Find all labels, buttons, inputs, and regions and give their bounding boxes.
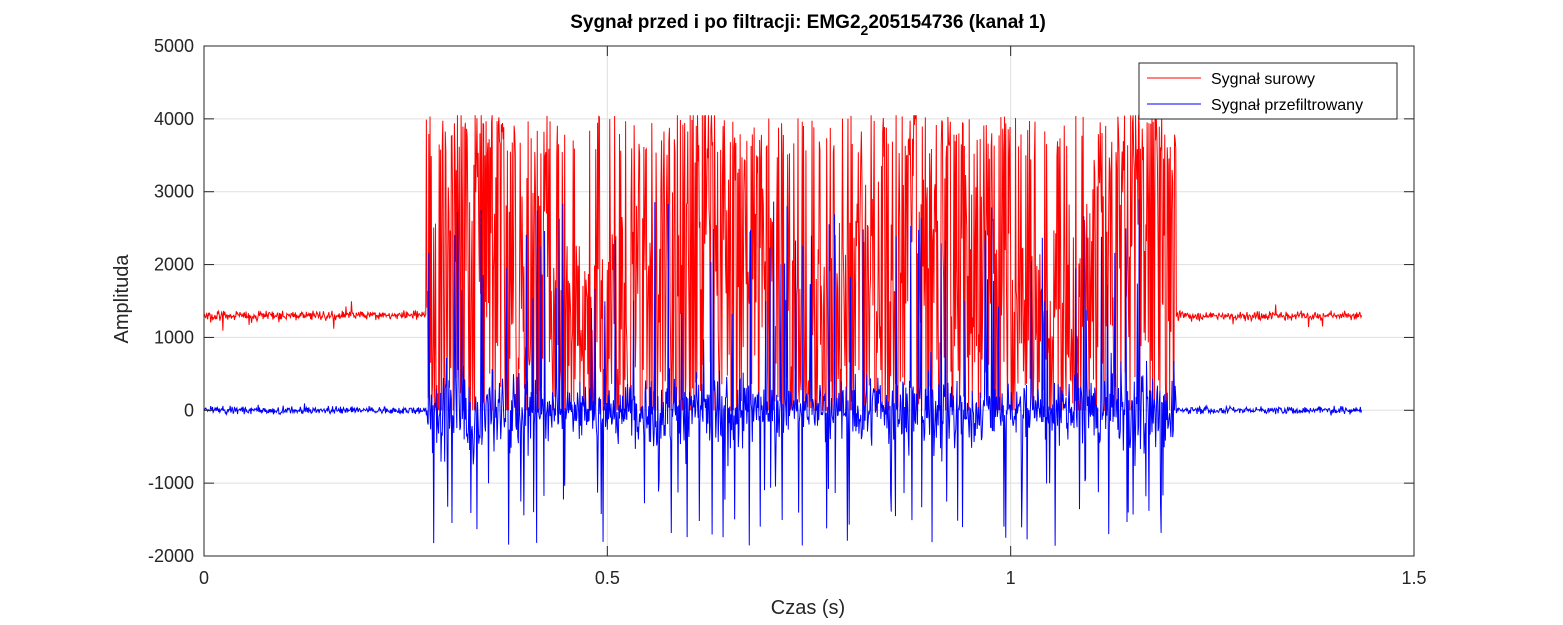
plot-area: [204, 46, 1414, 556]
x-tick-label: 0.5: [595, 568, 620, 588]
x-ticks: 0 0.5 1 1.5: [199, 46, 1427, 588]
axes-frame: [203, 45, 1415, 557]
y-axis-label: Amplituda: [111, 254, 133, 344]
y-tick-label: -2000: [148, 546, 194, 566]
chart-title-main: Sygnał przed i po filtracji: EMG2: [570, 12, 860, 33]
y-tick-label: 1000: [154, 327, 194, 347]
x-tick-label: 1.5: [1401, 568, 1426, 588]
plot-background: [204, 46, 1414, 556]
x-tick-label: 0: [199, 568, 209, 588]
legend-box: [1138, 62, 1398, 120]
chart-title: Sygnał przed i po filtracji: EMG22205154…: [570, 12, 1046, 38]
series-line-sygnal-przefiltrowany: [203, 199, 1363, 546]
chart-title-subscript: 2: [861, 22, 869, 38]
x-tick-label: 1: [1006, 568, 1016, 588]
axes-box: [203, 45, 1415, 557]
y-tick-label: -1000: [148, 473, 194, 493]
series-layer: [203, 115, 1363, 546]
chart-title-suffix: 205154736 (kanał 1): [868, 12, 1045, 33]
legend: Sygnał surowy Sygnał przefiltrowany: [1138, 62, 1398, 120]
y-tick-label: 4000: [154, 109, 194, 129]
y-tick-label: 3000: [154, 182, 194, 202]
legend-label: Sygnał surowy: [1211, 71, 1315, 88]
x-axis-label: Czas (s): [771, 597, 845, 619]
y-tick-label: 0: [184, 400, 194, 420]
y-tick-label: 5000: [154, 36, 194, 56]
y-tick-label: 2000: [154, 255, 194, 275]
y-ticks: -2000 -1000 0 1000 2000 3000 4000 5000: [148, 36, 1414, 566]
legend-label: Sygnał przefiltrowany: [1211, 97, 1363, 114]
